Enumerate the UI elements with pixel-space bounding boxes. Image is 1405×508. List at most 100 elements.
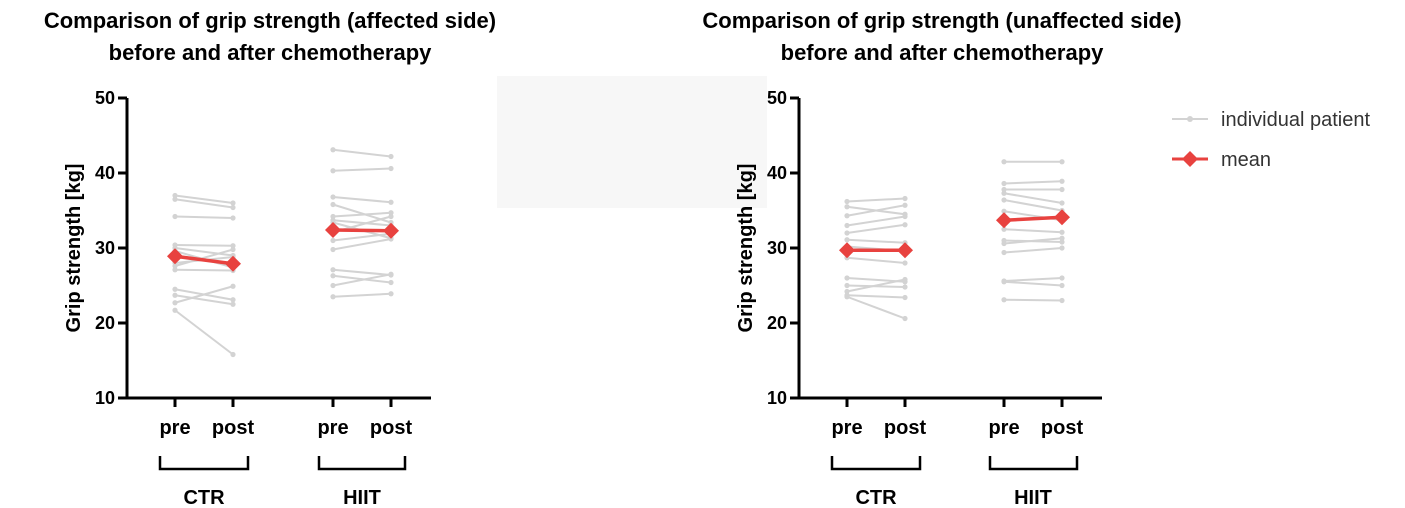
individual-lines — [844, 159, 1065, 322]
individual-pre-point — [172, 300, 178, 306]
mean-line — [174, 254, 234, 266]
individual-pre-point — [172, 307, 178, 313]
y-axis: 10 20 30 40 50 — [95, 88, 431, 408]
individual-patient-line — [332, 273, 392, 287]
individual-patient-line — [174, 309, 234, 356]
y-tick-label: 20 — [95, 313, 115, 333]
group-label: CTR — [855, 487, 897, 508]
individual-pre-point — [330, 246, 336, 253]
chart-title-line-1: Comparison of grip strength (affected si… — [44, 8, 496, 33]
y-tick-label: 30 — [767, 238, 787, 258]
group-brackets: CTR HIIT — [830, 456, 1079, 508]
legend: individual patient mean — [1172, 109, 1370, 171]
individual-pre-point — [844, 288, 850, 295]
mean-pre-marker — [996, 212, 1012, 229]
individual-post-point — [902, 195, 908, 202]
individual-pre-point — [172, 292, 178, 298]
individual-patient-line — [174, 215, 234, 219]
individual-patient-line — [332, 211, 392, 218]
individual-pre-point — [330, 213, 336, 220]
individual-patient-line — [174, 285, 234, 304]
individual-pre-point — [172, 267, 178, 273]
individual-lines — [172, 147, 394, 358]
mean-lines — [839, 209, 1070, 259]
individual-patient-line — [332, 167, 392, 172]
individual-post-point — [1059, 282, 1065, 289]
individual-pre-point — [1001, 279, 1007, 285]
individual-post-point — [1059, 275, 1065, 281]
individual-pre-point — [330, 168, 336, 174]
individual-post-point — [1059, 229, 1065, 235]
individual-post-point — [230, 204, 236, 211]
individual-patient-line — [174, 248, 234, 267]
individual-patient-line — [1003, 199, 1063, 212]
individual-pre-point — [1001, 180, 1007, 187]
individual-patient-line — [332, 148, 392, 158]
individual-post-point — [902, 202, 908, 208]
individual-pre-point — [844, 213, 850, 219]
individual-patient-line — [846, 215, 906, 227]
chart-title-line-1: Comparison of grip strength (unaffected … — [702, 8, 1181, 33]
individual-pre-point — [1001, 159, 1007, 165]
individual-patient-line — [1003, 298, 1063, 302]
mean-line — [1003, 215, 1063, 222]
individual-post-point — [388, 165, 394, 172]
individual-post-point — [902, 294, 908, 301]
legend-individual-marker — [1187, 116, 1193, 122]
individual-post-point — [1059, 200, 1065, 206]
legend-individual-label: individual patient — [1221, 109, 1370, 131]
y-axis-label: Grip strength [kg] — [735, 164, 757, 333]
individual-patient-line — [332, 232, 392, 242]
individual-patient-line — [174, 247, 234, 257]
individual-patient-line — [332, 238, 392, 251]
individual-post-point — [230, 301, 236, 307]
y-tick-label: 10 — [767, 388, 787, 408]
group-label: HIIT — [1014, 487, 1052, 508]
background-patch — [497, 76, 767, 208]
mean-line — [332, 228, 392, 233]
y-tick-label: 30 — [95, 238, 115, 258]
individual-patient-line — [174, 198, 234, 209]
individual-pre-point — [844, 222, 850, 229]
individual-pre-point — [330, 282, 336, 289]
individual-pre-point — [330, 267, 336, 273]
group-brackets: CTR HIIT — [158, 456, 407, 508]
mean-pre-marker — [839, 242, 855, 259]
individual-post-point — [230, 243, 236, 249]
individual-post-point — [1059, 186, 1065, 193]
mean-post-marker — [897, 242, 913, 259]
individual-post-point — [388, 210, 394, 216]
individual-post-point — [1059, 245, 1065, 251]
individual-post-point — [902, 276, 908, 283]
legend-mean-label: mean — [1221, 149, 1271, 171]
individual-post-point — [388, 213, 394, 220]
individual-patient-line — [1003, 228, 1063, 234]
mean-post-marker — [383, 222, 399, 239]
x-axis-ticks: pre post pre post — [831, 398, 1083, 439]
individual-pre-point — [172, 196, 178, 202]
group-bracket — [158, 456, 250, 471]
group-bracket — [830, 456, 922, 471]
individual-patient-line — [332, 292, 392, 298]
individual-patient-line — [1003, 247, 1063, 254]
individual-patient-line — [846, 223, 906, 234]
individual-pre-point — [1001, 249, 1007, 256]
individual-pre-point — [172, 192, 178, 199]
individual-post-point — [230, 200, 236, 206]
y-tick-label: 40 — [767, 163, 787, 183]
individual-post-point — [230, 283, 236, 289]
individual-patient-line — [1003, 280, 1063, 287]
individual-pre-point — [330, 237, 336, 244]
mean-pre-marker — [167, 248, 183, 265]
individual-post-point — [388, 236, 394, 242]
individual-pre-point — [1001, 297, 1007, 303]
chart-title-line-2: before and after chemotherapy — [109, 40, 433, 65]
chart-panel-affected: Comparison of grip strength (affected si… — [44, 8, 496, 508]
individual-post-point — [230, 297, 236, 303]
individual-pre-point — [1001, 208, 1007, 214]
individual-patient-line — [846, 204, 906, 217]
individual-pre-point — [330, 201, 336, 208]
mean-pre-marker — [325, 222, 341, 238]
x-tick-label: post — [370, 417, 413, 439]
individual-pre-point — [844, 275, 850, 281]
